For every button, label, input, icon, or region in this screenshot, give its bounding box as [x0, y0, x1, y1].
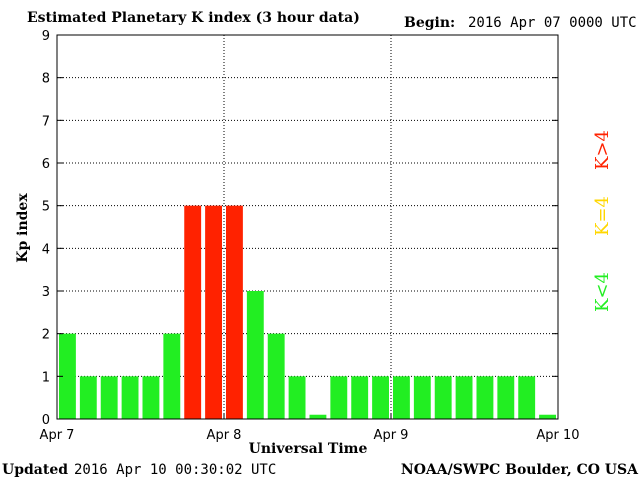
kp-bar [476, 376, 494, 419]
kp-bar [351, 376, 369, 419]
kp-bar [100, 376, 118, 419]
kp-bar [163, 333, 181, 419]
begin-value: 2016 Apr 07 0000 UTC [468, 15, 637, 31]
kp-bar [267, 333, 285, 419]
kp-bar [455, 376, 473, 419]
kp-bar [184, 205, 202, 419]
updated-value: 2016 Apr 10 00:30:02 UTC [74, 462, 276, 478]
kp-bar [309, 414, 327, 419]
begin-label: Begin: [404, 15, 455, 31]
y-tick-label: 0 [42, 413, 50, 428]
y-tick-label: 6 [42, 157, 50, 172]
y-tick-label: 9 [42, 29, 50, 44]
y-ticks: 0 1 2 3 4 5 6 7 8 9 [42, 29, 558, 428]
y-tick-label: 2 [42, 328, 50, 343]
kp-bar [226, 205, 243, 419]
x-tick-label: Apr 9 [374, 428, 409, 443]
x-ticks: Apr 7 Apr 8 Apr 9 Apr 10 [40, 413, 580, 443]
y-tick-label: 3 [42, 285, 50, 300]
kp-bar [205, 205, 222, 419]
kp-bar [246, 291, 264, 419]
y-tick-label: 8 [42, 72, 50, 87]
kp-bar [413, 376, 431, 419]
kp-bar [330, 376, 348, 419]
chart-title: Estimated Planetary K index (3 hour data… [27, 10, 360, 26]
x-tick-label: Apr 7 [40, 428, 75, 443]
x-axis-label: Universal Time [249, 441, 368, 457]
legend-k-greater-4: K>4 [592, 130, 613, 170]
y-tick-label: 4 [42, 242, 50, 257]
kp-bar [497, 376, 515, 419]
legend-k-less-4: K<4 [592, 272, 613, 312]
kp-bar [288, 376, 306, 419]
kp-bar [518, 376, 536, 419]
y-tick-label: 7 [42, 114, 50, 129]
updated-label: Updated [2, 462, 68, 478]
legend-k-equal-4: K=4 [592, 196, 613, 236]
kp-bar [393, 376, 410, 419]
kp-bar [539, 414, 556, 419]
y-axis-label: Kp index [15, 193, 31, 263]
kp-bar [434, 376, 452, 419]
kp-bar [121, 376, 139, 419]
kp-bar [79, 376, 97, 419]
plot-frame [56, 34, 559, 420]
kp-bar [372, 376, 389, 419]
grid [57, 35, 558, 419]
y-tick-label: 5 [42, 200, 50, 215]
kp-bar [142, 376, 160, 419]
y-tick-label: 1 [42, 370, 50, 385]
x-tick-label: Apr 8 [207, 428, 242, 443]
x-tick-label: Apr 10 [536, 428, 579, 443]
bars [59, 205, 556, 419]
source-credit: NOAA/SWPC Boulder, CO USA [401, 462, 639, 478]
kp-bar [59, 333, 76, 419]
